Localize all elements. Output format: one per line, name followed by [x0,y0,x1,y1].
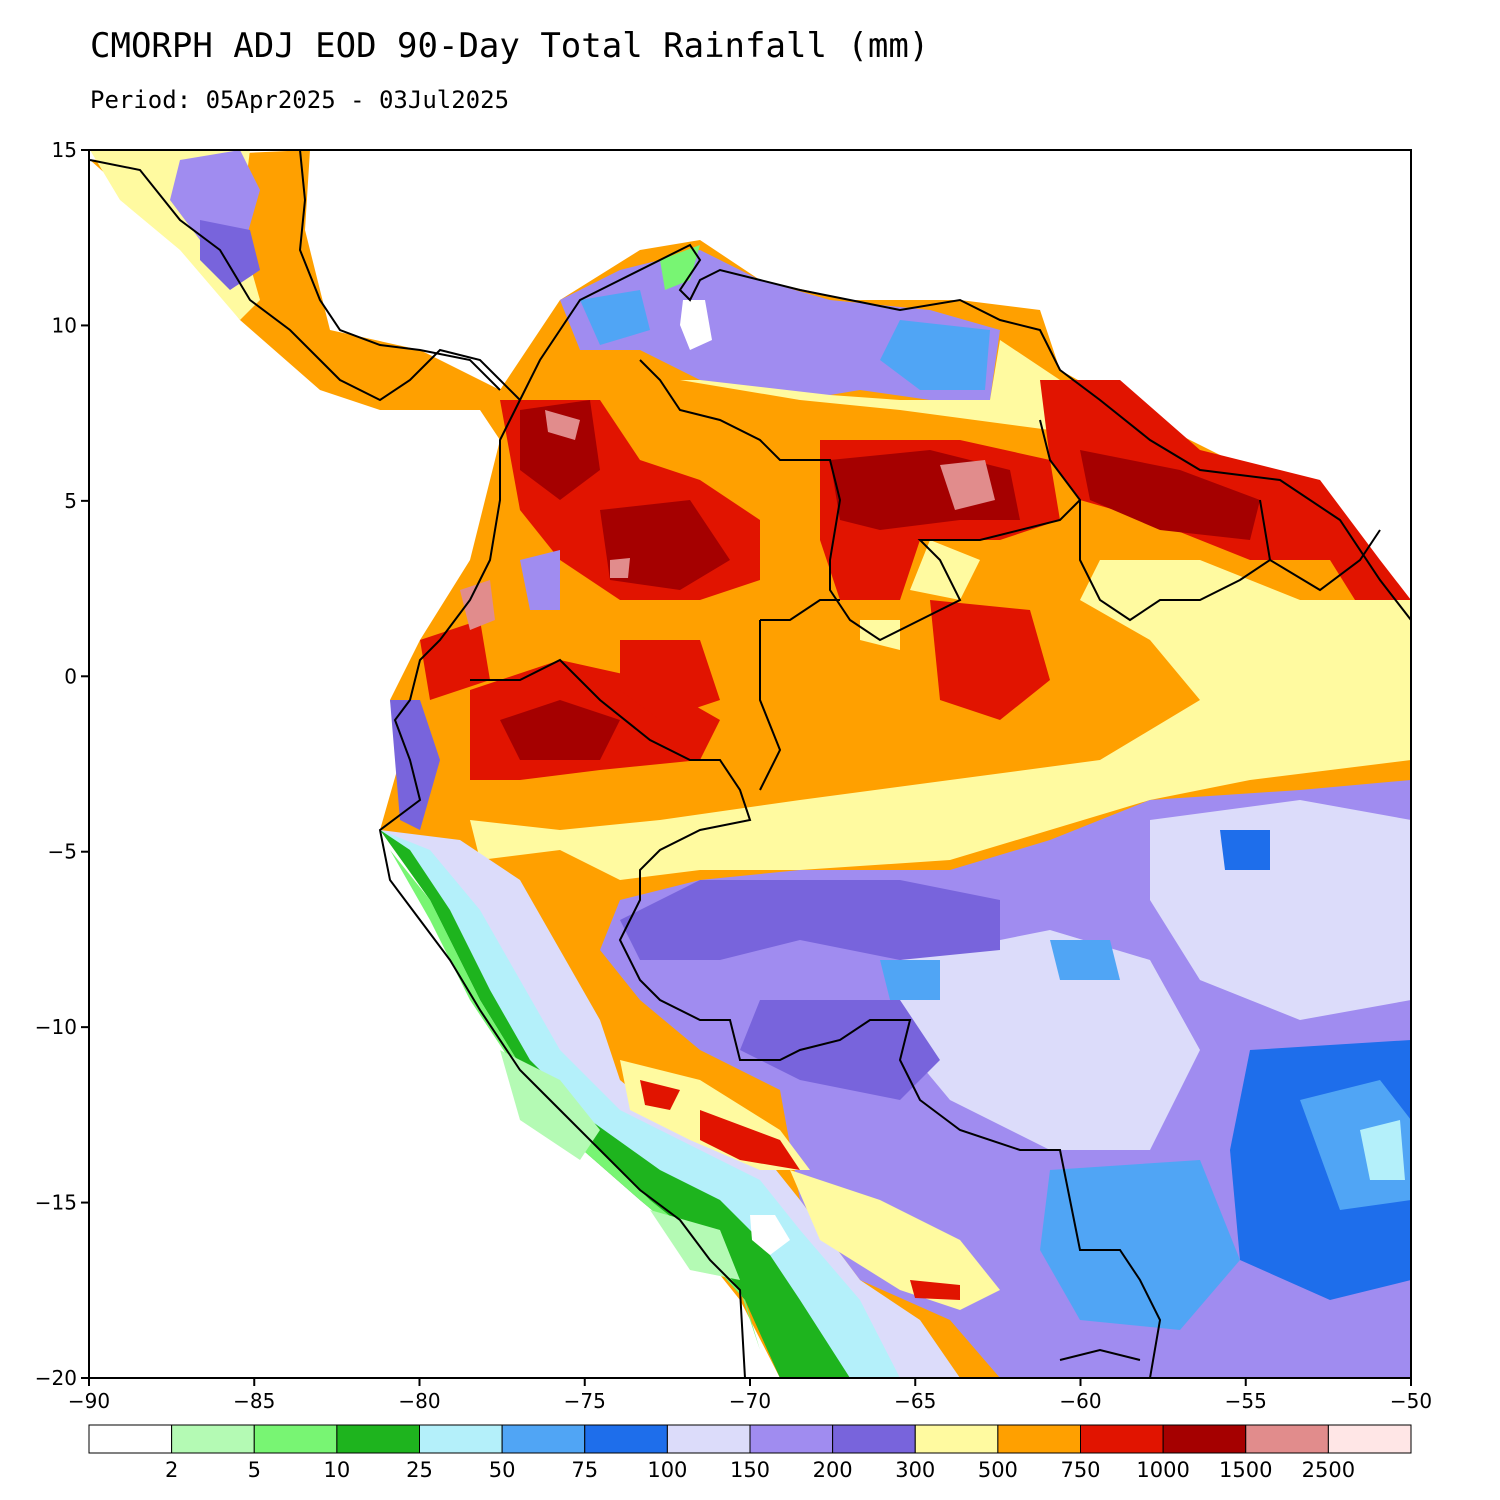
colorbar-swatch [88,1424,173,1454]
colorbar-swatch [1327,1424,1412,1454]
rainfall-fields [90,150,1411,1378]
lon-tick-label: −90 [68,1389,110,1413]
colorbar-label: 1000 [1136,1458,1189,1482]
lat-tick-label: −5 [48,840,77,864]
colorbar-swatch [584,1424,668,1454]
colorbar-label: 300 [895,1458,935,1482]
colorbar-label: 50 [489,1458,516,1482]
colorbar-label: 10 [324,1458,351,1482]
colorbar-swatch [666,1424,751,1454]
colorbar-swatch [1162,1424,1247,1454]
period-subtitle: Period: 05Apr2025 - 03Jul2025 [90,86,510,114]
colorbar-legend: 2 5 10 25 50 75 100 150 200 300 500 750 1000 1500 2500 [88,1424,1412,1482]
lat-tick-label: 0 [64,664,77,688]
lat-tick-label: 15 [52,138,77,162]
colorbar-swatch [171,1424,255,1454]
colorbar-label: 25 [406,1458,433,1482]
colorbar-label: 2 [165,1458,178,1482]
colorbar-label: 500 [978,1458,1018,1482]
colorbar-label: 200 [813,1458,853,1482]
lon-tick-label: −60 [1059,1389,1101,1413]
lon-tick-label: −75 [564,1389,606,1413]
colorbar-swatch [419,1424,503,1454]
latitude-axis: 15 10 5 0 −5 −10 −15 −20 [35,138,89,1390]
colorbar-label: 150 [730,1458,770,1482]
lat-tick-label: −20 [35,1366,77,1390]
colorbar-label: 1500 [1219,1458,1272,1482]
colorbar-swatch [914,1424,999,1454]
map-content [89,150,1411,1378]
lon-tick-label: −50 [1390,1389,1432,1413]
map-title: CMORPH ADJ EOD 90-Day Total Rainfall (mm… [90,26,930,66]
lon-tick-label: −65 [894,1389,936,1413]
colorbar-swatch [832,1424,916,1454]
colorbar-swatch [1245,1424,1329,1454]
lat-tick-label: 5 [64,489,77,513]
coastlines [89,150,1411,1378]
colorbar-label: 100 [647,1458,687,1482]
lat-tick-label: −15 [35,1191,77,1215]
lon-tick-label: −80 [398,1389,440,1413]
colorbar-swatch [1080,1424,1164,1454]
colorbar-swatch [501,1424,586,1454]
lat-tick-label: −10 [35,1015,77,1039]
colorbar-label: 5 [248,1458,261,1482]
lat-tick-label: 10 [52,313,77,337]
longitude-axis: −90 −85 −80 −75 −70 −65 −60 −55 −50 [68,1378,1432,1413]
colorbar-swatch [336,1424,420,1454]
colorbar-swatch [749,1424,834,1454]
country-borders [470,359,1381,1378]
colorbar-label: 75 [571,1458,598,1482]
lon-tick-label: −85 [233,1389,275,1413]
colorbar-label: 2500 [1302,1458,1355,1482]
colorbar-swatch [997,1424,1081,1454]
lon-tick-label: −55 [1225,1389,1267,1413]
colorbar-swatch [253,1424,338,1454]
colorbar-label: 750 [1060,1458,1100,1482]
lon-tick-label: −70 [729,1389,771,1413]
